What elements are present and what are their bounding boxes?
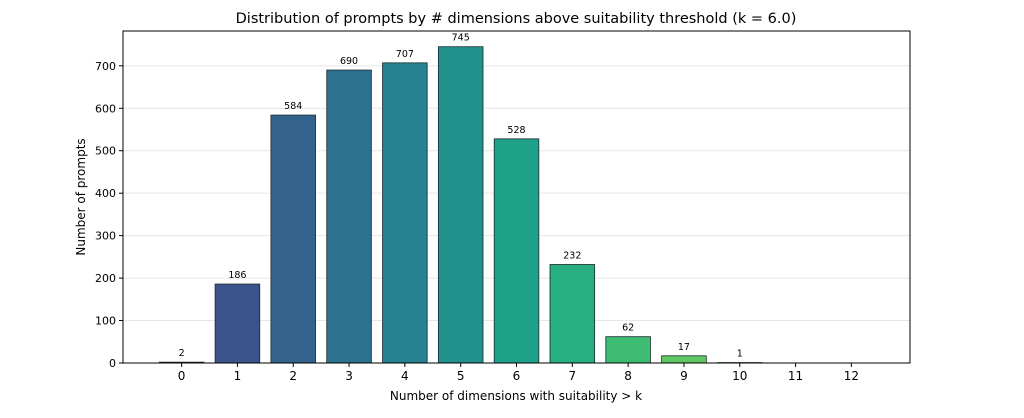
y-tick-label: 700 bbox=[95, 60, 116, 73]
y-tick-label: 300 bbox=[95, 230, 116, 243]
x-tick-label: 1 bbox=[234, 369, 242, 383]
bar-5 bbox=[438, 47, 483, 363]
y-tick-label: 500 bbox=[95, 145, 116, 158]
data-label-7: 232 bbox=[563, 251, 581, 262]
x-tick-label: 4 bbox=[401, 369, 409, 383]
x-tick-label: 0 bbox=[178, 369, 186, 383]
y-tick-label: 400 bbox=[95, 187, 116, 200]
data-label-4: 707 bbox=[396, 49, 414, 60]
x-tick-label: 3 bbox=[345, 369, 353, 383]
bar-6 bbox=[494, 139, 539, 363]
data-label-9: 17 bbox=[678, 342, 690, 353]
data-label-6: 528 bbox=[507, 125, 525, 136]
x-tick-label: 9 bbox=[680, 369, 688, 383]
data-label-0: 2 bbox=[179, 348, 185, 359]
x-tick-label: 11 bbox=[788, 369, 803, 383]
bar-1 bbox=[215, 284, 260, 363]
bar-2 bbox=[271, 115, 316, 363]
x-tick-label: 5 bbox=[457, 369, 465, 383]
x-tick-label: 2 bbox=[289, 369, 297, 383]
x-axis-label: Number of dimensions with suitability > … bbox=[390, 389, 642, 403]
chart-title: Distribution of prompts by # dimensions … bbox=[236, 11, 797, 27]
data-label-8: 62 bbox=[622, 323, 634, 334]
y-tick-label: 600 bbox=[95, 102, 116, 115]
x-tick-label: 10 bbox=[732, 369, 747, 383]
data-label-5: 745 bbox=[452, 33, 470, 44]
y-tick-label: 200 bbox=[95, 272, 116, 285]
x-tick-label: 7 bbox=[568, 369, 576, 383]
data-label-1: 186 bbox=[228, 270, 246, 281]
data-label-2: 584 bbox=[284, 101, 302, 112]
bar-9 bbox=[662, 356, 707, 363]
x-tick-label: 12 bbox=[844, 369, 859, 383]
x-tick-label: 6 bbox=[513, 369, 521, 383]
data-label-3: 690 bbox=[340, 56, 358, 67]
y-tick-label: 0 bbox=[109, 357, 116, 370]
x-tick-label: 8 bbox=[624, 369, 632, 383]
y-axis-label: Number of prompts bbox=[74, 138, 88, 255]
bar-4 bbox=[383, 63, 428, 363]
y-tick-label: 100 bbox=[95, 315, 116, 328]
data-label-10: 1 bbox=[737, 349, 743, 360]
bar-8 bbox=[606, 337, 651, 363]
bar-7 bbox=[550, 265, 595, 363]
bar-3 bbox=[327, 70, 372, 363]
